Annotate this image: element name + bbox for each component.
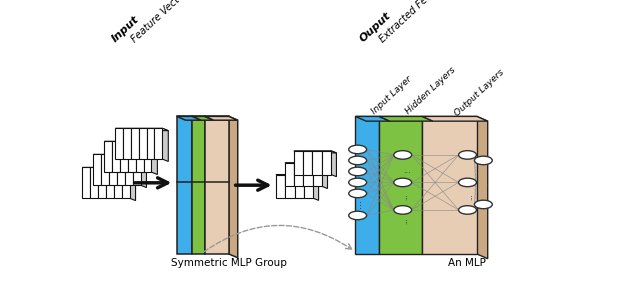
Polygon shape [125, 154, 132, 185]
Polygon shape [303, 151, 312, 175]
Circle shape [474, 156, 492, 165]
Polygon shape [90, 168, 98, 198]
Polygon shape [322, 151, 331, 175]
Polygon shape [312, 151, 322, 175]
Polygon shape [139, 128, 147, 159]
Polygon shape [114, 168, 122, 198]
Polygon shape [294, 163, 303, 186]
Text: ...: ... [467, 193, 473, 200]
Polygon shape [123, 128, 131, 159]
Polygon shape [276, 175, 319, 177]
Polygon shape [104, 141, 157, 144]
Text: Output Layers: Output Layers [452, 67, 506, 118]
Polygon shape [101, 154, 109, 185]
Polygon shape [115, 128, 168, 131]
Circle shape [349, 156, 367, 165]
Polygon shape [177, 116, 193, 254]
Polygon shape [129, 168, 136, 201]
Polygon shape [122, 168, 129, 198]
Polygon shape [193, 116, 214, 120]
Polygon shape [117, 154, 125, 185]
Polygon shape [83, 168, 90, 198]
Text: Symmetric MLP Group: Symmetric MLP Group [171, 258, 287, 268]
Polygon shape [294, 175, 304, 198]
Polygon shape [205, 116, 237, 120]
Polygon shape [115, 128, 123, 159]
Polygon shape [355, 116, 379, 254]
Polygon shape [379, 116, 422, 254]
Polygon shape [147, 128, 154, 159]
Polygon shape [379, 116, 433, 121]
Polygon shape [83, 168, 136, 170]
Polygon shape [163, 128, 168, 161]
Polygon shape [143, 141, 152, 172]
Polygon shape [120, 141, 128, 172]
Polygon shape [93, 154, 101, 185]
Polygon shape [422, 116, 477, 254]
Circle shape [394, 206, 412, 214]
Circle shape [459, 178, 476, 187]
Text: Extracted Feature Vectors: Extracted Feature Vectors [378, 0, 477, 44]
Polygon shape [152, 141, 157, 175]
Polygon shape [112, 141, 120, 172]
Text: Hidden Layers: Hidden Layers [404, 66, 457, 116]
Text: Feature Vectors of Points: Feature Vectors of Points [129, 0, 226, 44]
Circle shape [349, 167, 367, 176]
Polygon shape [422, 116, 488, 121]
Polygon shape [285, 163, 294, 186]
Text: ...: ... [353, 199, 363, 208]
Polygon shape [141, 154, 147, 188]
Polygon shape [313, 163, 322, 186]
Polygon shape [128, 141, 136, 172]
Polygon shape [285, 163, 328, 165]
Polygon shape [304, 175, 313, 198]
Circle shape [349, 145, 367, 154]
Circle shape [349, 178, 367, 187]
Polygon shape [109, 154, 117, 185]
Polygon shape [132, 154, 141, 185]
Polygon shape [322, 163, 328, 188]
Polygon shape [285, 175, 294, 198]
Polygon shape [131, 128, 139, 159]
Polygon shape [104, 141, 112, 172]
Text: Input Layer: Input Layer [370, 75, 414, 116]
Text: ...: ... [402, 193, 408, 200]
Polygon shape [294, 151, 303, 175]
Circle shape [459, 151, 476, 159]
Circle shape [349, 189, 367, 198]
Circle shape [349, 211, 367, 220]
Polygon shape [98, 168, 106, 198]
Text: Ouput: Ouput [358, 10, 393, 44]
Circle shape [394, 151, 412, 159]
Text: ...: ... [402, 217, 408, 224]
Text: ...: ... [403, 166, 411, 175]
Polygon shape [93, 154, 147, 157]
Polygon shape [313, 175, 319, 201]
Text: An MLP: An MLP [448, 258, 486, 268]
Polygon shape [106, 168, 114, 198]
Polygon shape [331, 151, 337, 177]
Polygon shape [229, 116, 237, 258]
Circle shape [474, 200, 492, 209]
Text: Input: Input [110, 14, 141, 44]
Polygon shape [355, 116, 390, 121]
Polygon shape [136, 141, 143, 172]
Polygon shape [177, 116, 201, 120]
Text: ...: ... [483, 179, 489, 186]
Circle shape [459, 206, 476, 214]
Polygon shape [154, 128, 163, 159]
Polygon shape [205, 116, 229, 254]
Polygon shape [193, 116, 205, 254]
Circle shape [394, 178, 412, 187]
Polygon shape [276, 175, 285, 198]
Polygon shape [477, 116, 488, 259]
Polygon shape [303, 163, 313, 186]
Polygon shape [294, 151, 337, 153]
